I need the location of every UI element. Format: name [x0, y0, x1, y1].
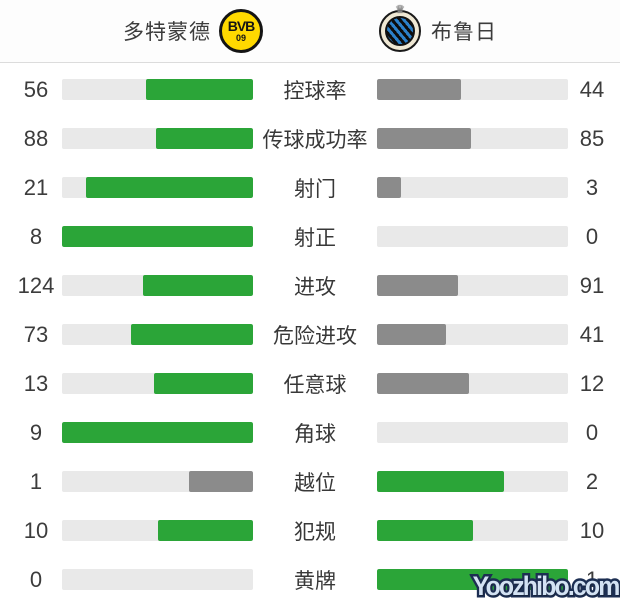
away-value: 44	[579, 76, 605, 102]
home-bar	[62, 520, 253, 541]
home-value: 56	[23, 76, 49, 102]
home-bar	[62, 569, 253, 590]
stat-label: 进攻	[294, 275, 336, 299]
away-bar-fill	[377, 569, 568, 590]
home-bar	[62, 226, 253, 247]
stat-row: 21 射门 3	[0, 163, 620, 212]
home-bar-fill	[189, 471, 253, 492]
away-bar	[377, 275, 568, 296]
home-value: 10	[23, 517, 49, 543]
stat-row: 56 控球率 44	[0, 65, 620, 114]
stat-label: 越位	[294, 471, 336, 495]
home-value: 124	[17, 272, 55, 298]
away-bar-fill	[377, 520, 473, 541]
away-bar-fill	[377, 471, 505, 492]
away-team-name: 布鲁日	[431, 21, 497, 44]
stat-label: 传球成功率	[262, 128, 368, 152]
away-bar-fill	[377, 79, 462, 100]
away-value: 0	[585, 223, 599, 249]
stat-label: 射正	[294, 226, 336, 250]
stat-row: 10 犯规 10	[0, 506, 620, 555]
away-bar	[377, 520, 568, 541]
away-value: 0	[585, 419, 599, 445]
home-value: 9	[29, 419, 43, 445]
away-value: 85	[579, 125, 605, 151]
stat-row: 73 危险进攻 41	[0, 310, 620, 359]
crown-icon: ♛	[395, 4, 405, 16]
away-bar	[377, 373, 568, 394]
stat-row: 8 射正 0	[0, 212, 620, 261]
stat-label: 控球率	[283, 79, 347, 103]
away-bar-fill	[377, 128, 471, 149]
away-value: 12	[579, 370, 605, 396]
away-bar	[377, 79, 568, 100]
home-bar	[62, 177, 253, 198]
home-bar	[62, 471, 253, 492]
home-team-header: 多特蒙德 BVB 09	[123, 9, 263, 53]
away-bar-fill	[377, 275, 458, 296]
stat-row: 124 进攻 91	[0, 261, 620, 310]
stat-row: 1 越位 2	[0, 457, 620, 506]
match-header: 多特蒙德 BVB 09 ♛ 布鲁日	[0, 0, 620, 63]
dortmund-logo-sub: 09	[235, 33, 246, 43]
away-value: 41	[579, 321, 605, 347]
home-bar	[62, 275, 253, 296]
away-bar	[377, 128, 568, 149]
stat-label: 射门	[294, 177, 336, 201]
home-bar	[62, 422, 253, 443]
home-bar-fill	[155, 128, 253, 149]
home-bar-fill	[142, 275, 253, 296]
stat-row: 88 传球成功率 85	[0, 114, 620, 163]
dortmund-logo-text: BVB	[227, 18, 256, 34]
stat-label: 任意球	[283, 373, 347, 397]
stat-row: 13 任意球 12	[0, 359, 620, 408]
brugge-stripes-icon	[385, 16, 415, 46]
away-value: 3	[585, 174, 599, 200]
home-bar-fill	[146, 79, 253, 100]
away-value: 91	[579, 272, 605, 298]
home-team-name: 多特蒙德	[123, 21, 211, 44]
away-team-header: ♛ 布鲁日	[379, 4, 497, 52]
away-bar	[377, 422, 568, 443]
dortmund-logo-icon: BVB 09	[219, 9, 263, 53]
away-bar	[377, 324, 568, 345]
home-bar	[62, 79, 253, 100]
home-value: 88	[23, 125, 49, 151]
home-bar-fill	[85, 177, 253, 198]
home-bar-fill	[62, 422, 253, 443]
stat-row: 9 角球 0	[0, 408, 620, 457]
away-bar	[377, 471, 568, 492]
home-bar	[62, 373, 253, 394]
away-bar	[377, 569, 568, 590]
away-value: 10	[579, 517, 605, 543]
away-bar	[377, 177, 568, 198]
stat-label: 危险进攻	[273, 324, 357, 348]
home-bar	[62, 128, 253, 149]
away-bar	[377, 226, 568, 247]
home-bar-fill	[157, 520, 253, 541]
home-bar-fill	[153, 373, 253, 394]
home-value: 13	[23, 370, 49, 396]
home-bar-fill	[62, 226, 253, 247]
stat-label: 角球	[294, 422, 336, 446]
away-value: 1	[585, 566, 599, 592]
home-bar-fill	[130, 324, 253, 345]
away-bar-fill	[377, 177, 401, 198]
watermark: Yoozhibo.com	[470, 569, 620, 600]
home-value: 21	[23, 174, 49, 200]
away-bar-fill	[377, 373, 469, 394]
stats-list: 56 控球率 44 88 传球成功率 85 21	[0, 63, 620, 600]
stat-row: 0 黄牌 1	[0, 555, 620, 600]
brugge-logo-icon: ♛	[379, 4, 421, 52]
stat-label: 犯规	[294, 520, 336, 544]
away-bar-fill	[377, 324, 446, 345]
home-bar	[62, 324, 253, 345]
home-value: 73	[23, 321, 49, 347]
home-value: 1	[29, 468, 43, 494]
home-value: 0	[29, 566, 43, 592]
home-value: 8	[29, 223, 43, 249]
stat-label: 黄牌	[294, 569, 336, 593]
away-value: 2	[585, 468, 599, 494]
